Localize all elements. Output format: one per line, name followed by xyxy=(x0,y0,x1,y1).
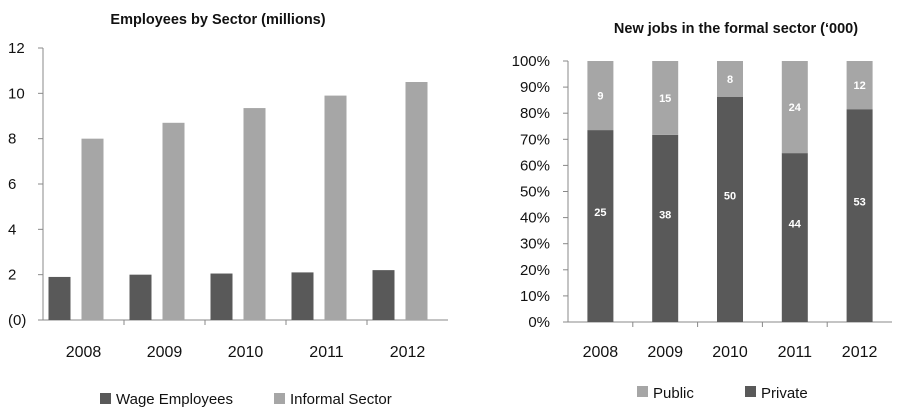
y-tick-label: 20% xyxy=(520,262,550,279)
x-tick-label: 2010 xyxy=(712,344,748,361)
data-label-private: 44 xyxy=(789,219,802,231)
bar-informal-sector xyxy=(162,122,185,320)
bar-informal-sector xyxy=(405,82,428,320)
bar-wage-employees xyxy=(48,276,71,320)
bar-wage-employees xyxy=(291,272,314,320)
y-tick-label: 6 xyxy=(8,176,16,193)
y-tick-label: 60% xyxy=(520,157,550,174)
bar-public xyxy=(717,61,743,97)
y-tick-label: 4 xyxy=(8,221,16,238)
chart-title: New jobs in the formal sector (‘000) xyxy=(614,21,858,37)
employees-by-sector-chart: Employees by Sector (millions) (0) 2 4 6 8 10 1… xyxy=(8,12,448,408)
bar-private xyxy=(652,134,679,322)
x-tick-label: 2012 xyxy=(842,344,878,361)
x-tick-label: 2009 xyxy=(647,344,683,361)
chart-title: Employees by Sector (millions) xyxy=(110,12,325,28)
x-tick-label: 2012 xyxy=(390,344,426,361)
bar-wage-employees xyxy=(129,274,152,320)
bar-public xyxy=(781,61,808,154)
legend-swatch xyxy=(637,386,648,397)
data-label-private: 50 xyxy=(724,191,736,203)
bar-informal-sector xyxy=(324,95,347,320)
y-tick-label: 80% xyxy=(520,105,550,122)
legend-label: Public xyxy=(653,385,694,402)
bar-private xyxy=(781,153,808,322)
y-tick-label: 0% xyxy=(528,314,550,331)
y-tick-label: 50% xyxy=(520,184,550,201)
y-tick-label: 10 xyxy=(8,85,25,102)
x-tick-label: 2009 xyxy=(147,344,183,361)
x-tick-label: 2010 xyxy=(228,344,264,361)
y-tick-label: 30% xyxy=(520,236,550,253)
y-tick-label: 90% xyxy=(520,79,550,96)
data-label-public: 15 xyxy=(659,93,671,105)
y-tick-label: 8 xyxy=(8,131,16,148)
formal-sector-jobs-chart: New jobs in the formal sector (‘000) 0% 10… xyxy=(512,21,892,402)
y-tick-label: 100% xyxy=(512,53,550,70)
data-label-public: 12 xyxy=(853,80,865,92)
bar-wage-employees xyxy=(372,270,395,320)
bar-private xyxy=(717,97,743,322)
bar-informal-sector xyxy=(81,138,104,320)
bar-public xyxy=(652,61,679,135)
legend-label: Private xyxy=(761,385,808,402)
data-label-private: 53 xyxy=(853,197,865,209)
y-tick-label: 2 xyxy=(8,267,16,284)
bar-informal-sector xyxy=(243,108,266,320)
legend-swatch xyxy=(100,393,111,404)
y-tick-label: 70% xyxy=(520,131,550,148)
bar-public xyxy=(587,61,614,131)
y-tick-label: 10% xyxy=(520,288,550,305)
x-tick-label: 2011 xyxy=(309,344,344,361)
data-label-public: 24 xyxy=(789,102,802,114)
bar-public xyxy=(846,61,873,110)
bar-private xyxy=(587,130,614,322)
y-tick-label: (0) xyxy=(8,312,26,329)
y-tick-label: 40% xyxy=(520,210,550,227)
x-tick-label: 2008 xyxy=(66,344,102,361)
data-label-private: 25 xyxy=(594,207,606,219)
data-label-private: 38 xyxy=(659,209,671,221)
x-tick-label: 2011 xyxy=(778,344,813,361)
x-tick-label: 2008 xyxy=(583,344,619,361)
legend-swatch xyxy=(745,386,756,397)
bar-private xyxy=(846,109,873,322)
data-label-public: 8 xyxy=(727,74,733,86)
legend-label: Informal Sector xyxy=(290,391,392,408)
bar-wage-employees xyxy=(210,273,233,320)
y-tick-label: 12 xyxy=(8,40,25,57)
data-label-public: 9 xyxy=(597,91,603,103)
legend-label: Wage Employees xyxy=(116,391,233,408)
legend-swatch xyxy=(274,393,285,404)
